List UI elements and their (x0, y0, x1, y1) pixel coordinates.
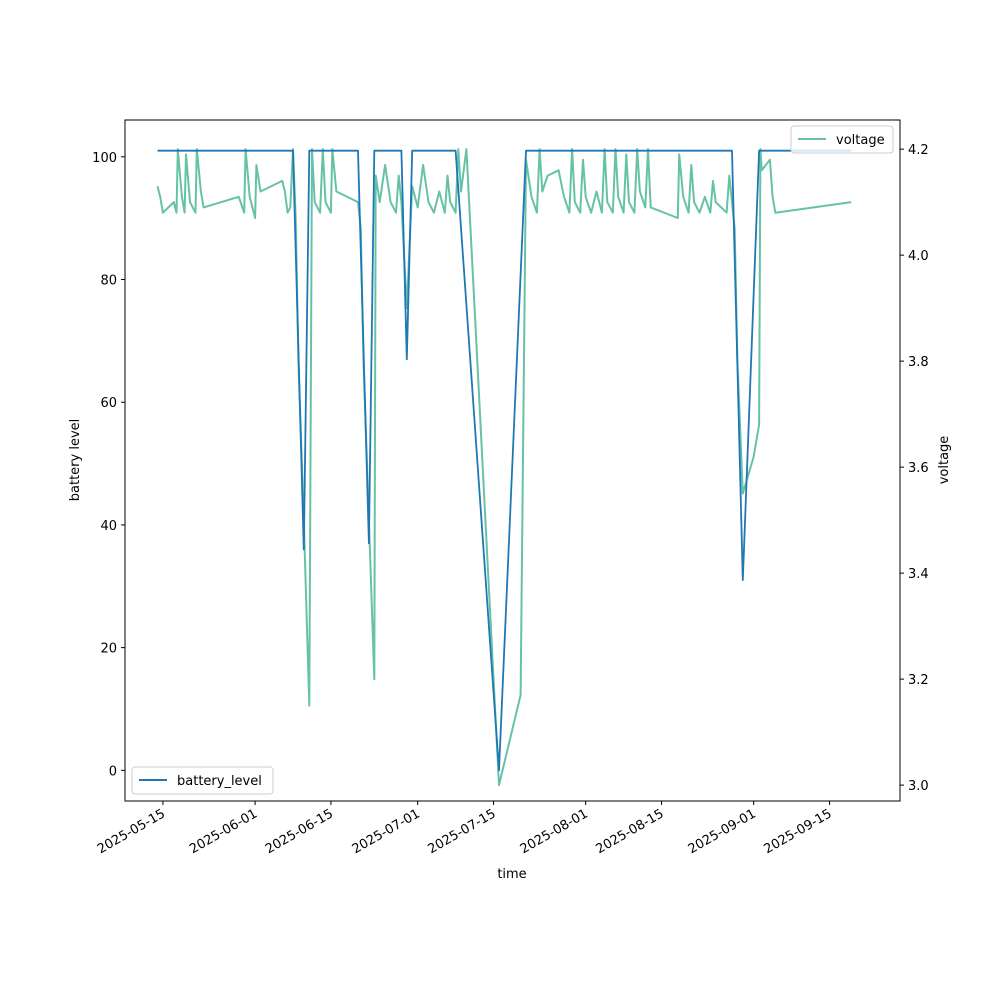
legend-battery-box (131, 766, 274, 795)
legend-voltage: voltage (790, 125, 894, 154)
legend-battery-label: battery_level (177, 774, 262, 789)
y-left-tick-label: 60 (100, 396, 117, 411)
x-axis-label: time (497, 867, 526, 882)
series-line-battery-level (157, 149, 852, 772)
legend-voltage-box (790, 125, 894, 154)
series-layer (156, 148, 852, 787)
y-left-tick-label: 100 (92, 151, 117, 166)
y-axis-left-label: battery level (68, 419, 83, 502)
y-axis-right-label: voltage (937, 436, 952, 485)
y-right-tick-label: 4.0 (908, 249, 929, 264)
y-right-tick-label: 4.2 (908, 143, 929, 158)
y-left-tick-label: 80 (100, 274, 117, 289)
y-axis-left: 0 20 40 60 80 100 (92, 151, 125, 779)
y-right-tick-label: 3.6 (908, 461, 929, 476)
series-line-voltage (156, 148, 852, 787)
y-left-tick-label: 20 (100, 642, 117, 657)
legend-voltage-label: voltage (836, 133, 885, 148)
y-left-tick-label: 0 (109, 764, 117, 779)
y-right-tick-label: 3.0 (908, 779, 929, 794)
legend-battery: battery_level (131, 766, 274, 795)
plot-frame (124, 119, 901, 802)
y-left-tick-label: 40 (100, 519, 117, 534)
y-right-tick-label: 3.2 (908, 673, 929, 688)
y-right-tick-label: 3.4 (908, 567, 929, 582)
y-right-tick-label: 3.8 (908, 355, 929, 370)
y-axis-right: 3.0 3.2 3.4 3.6 3.8 4.0 4.2 (900, 143, 929, 794)
